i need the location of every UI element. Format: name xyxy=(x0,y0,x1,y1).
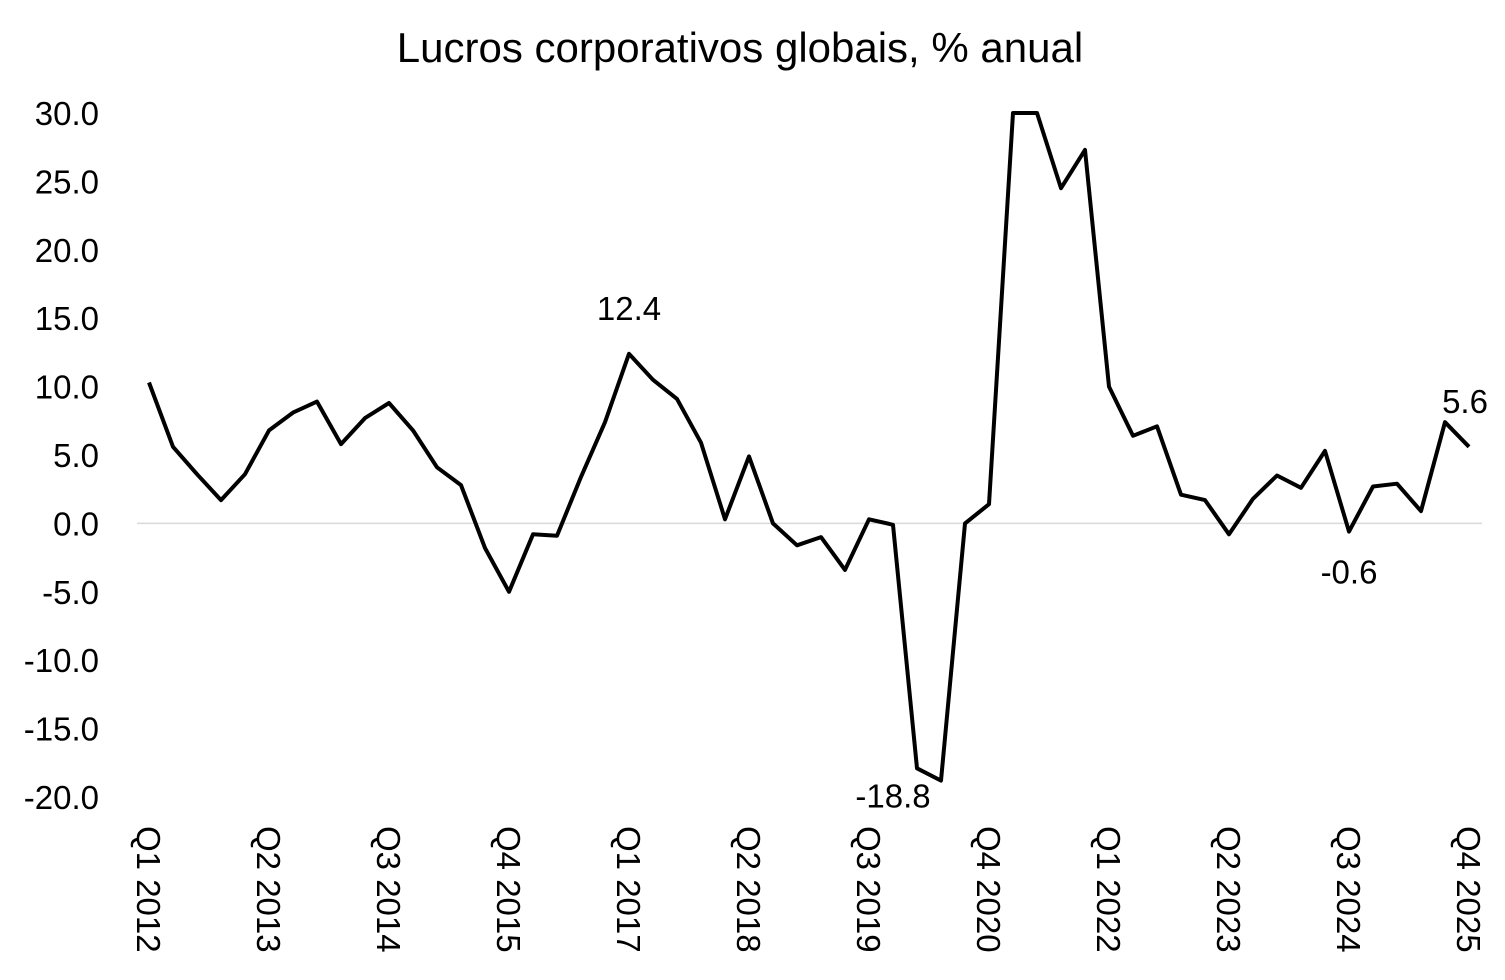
series-line xyxy=(147,111,1471,783)
data-point xyxy=(291,411,295,415)
x-tick-label: Q2 2013 xyxy=(250,826,287,953)
y-tick-label: 20.0 xyxy=(35,232,99,269)
data-point xyxy=(555,534,559,538)
data-point xyxy=(387,401,391,405)
data-point xyxy=(483,546,487,550)
data-point xyxy=(963,521,967,525)
data-point xyxy=(723,517,727,521)
data-points xyxy=(147,111,1471,783)
data-point xyxy=(675,397,679,401)
data-point xyxy=(1371,485,1375,489)
data-point xyxy=(1395,482,1399,486)
data-point xyxy=(771,521,775,525)
data-point xyxy=(1035,111,1039,115)
data-point xyxy=(603,420,607,424)
data-point xyxy=(1107,385,1111,389)
data-labels: 12.4 -18.8 -0.6 5.6 xyxy=(597,290,1488,815)
data-point xyxy=(1323,449,1327,453)
data-point xyxy=(411,428,415,432)
data-point xyxy=(147,381,151,385)
data-point xyxy=(435,465,439,469)
data-point xyxy=(1443,420,1447,424)
data-point xyxy=(219,498,223,502)
data-point xyxy=(1347,530,1351,534)
data-point xyxy=(867,517,871,521)
data-point xyxy=(267,428,271,432)
data-point xyxy=(1251,497,1255,501)
y-tick-label: 10.0 xyxy=(35,369,99,406)
data-point xyxy=(579,475,583,479)
data-point xyxy=(531,532,535,536)
data-label: -18.8 xyxy=(855,778,930,815)
data-point xyxy=(795,543,799,547)
y-tick-label: -20.0 xyxy=(24,779,99,816)
data-point xyxy=(459,483,463,487)
data-point xyxy=(1419,509,1423,513)
y-tick-label: 5.0 xyxy=(53,437,99,474)
y-tick-label: -15.0 xyxy=(24,711,99,748)
data-point xyxy=(1059,186,1063,190)
data-point xyxy=(1227,532,1231,536)
data-point xyxy=(171,445,175,449)
x-axis: Q1 2012 Q2 2013 Q3 2014 Q4 2015 Q1 2017 Q2 20… xyxy=(130,826,1487,953)
x-tick-label: Q1 2022 xyxy=(1090,826,1127,953)
x-tick-label: Q1 2017 xyxy=(610,826,647,953)
data-point xyxy=(891,523,895,527)
data-point xyxy=(1179,493,1183,497)
y-tick-label: 25.0 xyxy=(35,163,99,200)
data-point xyxy=(651,378,655,382)
data-point xyxy=(1155,424,1159,428)
data-point xyxy=(1275,474,1279,478)
y-tick-label: -5.0 xyxy=(42,574,99,611)
y-tick-label: 0.0 xyxy=(53,505,99,542)
data-point xyxy=(987,502,991,506)
data-point xyxy=(747,454,751,458)
x-tick-label: Q1 2012 xyxy=(130,826,167,953)
data-label: -0.6 xyxy=(1321,554,1378,591)
data-point xyxy=(339,442,343,446)
data-point xyxy=(1467,445,1471,449)
x-tick-label: Q3 2019 xyxy=(850,826,887,953)
data-point xyxy=(315,400,319,404)
data-point xyxy=(939,779,943,783)
chart-title: Lucros corporativos globais, % anual xyxy=(397,24,1083,71)
y-tick-label: 15.0 xyxy=(35,300,99,337)
data-point xyxy=(195,472,199,476)
data-point xyxy=(1011,111,1015,115)
x-tick-label: Q4 2025 xyxy=(1450,826,1487,953)
data-point xyxy=(627,352,631,356)
data-label: 5.6 xyxy=(1442,383,1488,420)
data-point xyxy=(1083,148,1087,152)
y-tick-label: 30.0 xyxy=(35,95,99,132)
data-point xyxy=(819,535,823,539)
data-point xyxy=(699,441,703,445)
x-tick-label: Q3 2014 xyxy=(370,826,407,953)
data-point xyxy=(1203,498,1207,502)
x-tick-label: Q2 2023 xyxy=(1210,826,1247,953)
y-axis: 30.0 25.0 20.0 15.0 10.0 5.0 0.0 -5.0 -10.0 -15.0… xyxy=(24,95,99,816)
x-tick-label: Q4 2015 xyxy=(490,826,527,953)
data-point xyxy=(363,416,367,420)
data-point xyxy=(1299,486,1303,490)
data-label: 12.4 xyxy=(597,290,661,327)
data-point xyxy=(243,472,247,476)
data-point xyxy=(507,590,511,594)
data-point xyxy=(843,568,847,572)
data-point xyxy=(1131,434,1135,438)
x-tick-label: Q2 2018 xyxy=(730,826,767,953)
data-point xyxy=(915,766,919,770)
x-tick-label: Q4 2020 xyxy=(970,826,1007,953)
x-tick-label: Q3 2024 xyxy=(1330,826,1367,953)
y-tick-label: -10.0 xyxy=(24,642,99,679)
